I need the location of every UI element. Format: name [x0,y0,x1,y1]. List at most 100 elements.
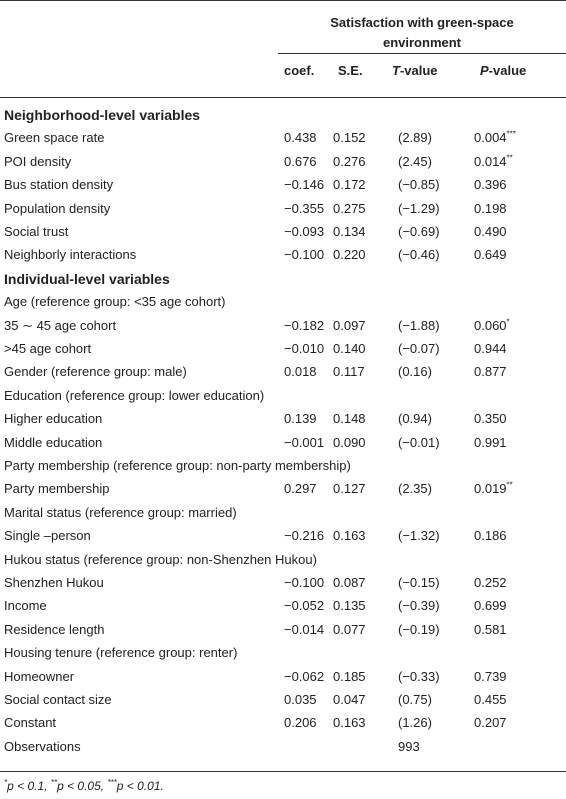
se-cell: 0.276 [333,153,366,169]
column-header-coef: coef. [284,63,315,78]
table-row: Population density −0.355 0.275 (−1.29) 0.19… [0,197,566,221]
coef-cell: 0.139 [284,411,317,427]
p-value-cell: 0.455 [474,692,507,707]
table-row: Party membership (reference group: non-p… [0,454,566,478]
table-row: Observations 993 [0,735,566,759]
variable-label: Constant [4,715,57,731]
t-value-cell: (−0.01) [398,434,440,450]
t-value-cell: (2.35) [398,481,432,497]
se-cell: 0.163 [333,528,366,544]
coef-cell: −0.100 [284,247,325,263]
se-cell: 0.134 [333,224,366,239]
column-header-se: S.E. [338,63,363,78]
header-separator [278,53,566,54]
se-cell: 0.163 [333,715,366,731]
variable-label: Higher education [4,411,103,427]
t-value-cell: (0.16) [398,364,432,380]
se-cell: 0.097 [333,317,366,333]
se-cell: 0.135 [333,598,366,614]
table-row: Income −0.052 0.135 (−0.39) 0.699 [0,594,566,618]
p-value-cell: 0.198 [474,200,507,216]
table-row: Social contact size 0.035 0.047 (0.75) 0.455 [0,688,566,712]
table-row: Party membership 0.297 0.127 (2.35) 0.019** [0,477,566,501]
section-header-row: Individual-level variables [0,267,566,291]
se-cell: 0.172 [333,177,366,193]
se-cell: 0.077 [333,621,366,637]
table-header-title: Satisfaction with green-space environmen… [278,13,566,53]
variable-label: Education (reference group: lower educat… [4,387,265,403]
coef-cell: −0.146 [284,177,325,193]
t-value-cell: (−0.46) [398,247,440,263]
t-value-cell: (0.75) [398,692,432,707]
coef-cell: −0.093 [284,224,325,239]
t-value-cell: (0.94) [398,411,432,427]
p-value-cell: 0.014** [474,153,513,169]
significance-stars: *** [506,130,516,140]
column-header-t-value: T-value [392,63,438,78]
table-row: Education (reference group: lower educat… [0,384,566,408]
table-row: Marital status (reference group: married… [0,501,566,525]
variable-label: Middle education [4,434,103,450]
t-value-cell: (−0.69) [398,224,440,239]
t-value-cell: (1.26) [398,715,432,731]
coef-cell: −0.182 [284,317,325,333]
t-value-cell: 993 [398,738,420,754]
table-row: Constant 0.206 0.163 (1.26) 0.207 [0,711,566,735]
significance-stars: ** [506,481,513,491]
coef-cell: −0.355 [284,200,325,216]
variable-label: Age (reference group: <35 age cohort) [4,294,226,310]
table-row: Middle education −0.001 0.090 (−0.01) 0.991 [0,431,566,455]
variable-label: Hukou status (reference group: non-Shenz… [4,551,317,567]
t-value-cell: (−1.29) [398,200,440,216]
variable-label: Social trust [4,224,69,239]
p-value-cell: 0.207 [474,715,507,731]
variable-label: Population density [4,200,111,216]
table-row: Shenzhen Hukou −0.100 0.087 (−0.15) 0.252 [0,571,566,595]
se-cell: 0.047 [333,692,366,707]
table-bottom-rule [0,771,566,772]
p-value-cell: 0.739 [474,668,507,684]
table-row: 35 ∼ 45 age cohort −0.182 0.097 (−1.88) 0.06… [0,314,566,338]
t-value-cell: (−0.39) [398,598,440,614]
table-row: Hukou status (reference group: non-Shenz… [0,548,566,572]
table-top-rule [0,0,566,1]
table-row: Residence length −0.014 0.077 (−0.19) 0.581 [0,618,566,642]
p-value-cell: 0.877 [474,364,507,380]
coef-cell: −0.001 [284,434,325,450]
header-bottom-rule [0,97,566,98]
variable-label: Observations [4,738,81,754]
variable-label: Party membership (reference group: non-p… [4,458,351,473]
p-value-cell: 0.004*** [474,130,516,146]
significance-stars: * [506,317,510,327]
se-cell: 0.117 [333,364,365,380]
t-value-cell: (−0.19) [398,621,440,637]
variable-label: Neighborly interactions [4,247,137,263]
table-row: Gender (reference group: male) 0.018 0.117… [0,360,566,384]
p-value-cell: 0.252 [474,575,507,590]
coef-cell: −0.216 [284,528,325,544]
variable-label: >45 age cohort [4,341,92,356]
p-value-cell: 0.350 [474,411,507,427]
coef-cell: −0.010 [284,341,325,356]
se-cell: 0.127 [333,481,366,497]
t-value-cell: (−0.15) [398,575,440,590]
se-cell: 0.140 [333,341,366,356]
coef-cell: 0.297 [284,481,317,497]
p-value-cell: 0.396 [474,177,507,193]
se-cell: 0.185 [333,668,366,684]
se-cell: 0.087 [333,575,366,590]
coef-cell: 0.035 [284,692,317,707]
variable-label: 35 ∼ 45 age cohort [4,317,117,333]
table-row: Age (reference group: <35 age cohort) [0,290,566,314]
table-row: POI density 0.676 0.276 (2.45) 0.014** [0,150,566,174]
coef-cell: 0.438 [284,130,317,146]
significance-stars: ** [506,153,513,163]
table-row: Neighborly interactions −0.100 0.220 (−0.46… [0,243,566,267]
p-value-cell: 0.991 [474,434,507,450]
variable-label: Homeowner [4,668,75,684]
variable-label: POI density [4,153,72,169]
p-value-cell: 0.699 [474,598,507,614]
p-value-cell: 0.019** [474,481,513,497]
variable-label: Shenzhen Hukou [4,575,104,590]
coef-cell: −0.014 [284,621,325,637]
